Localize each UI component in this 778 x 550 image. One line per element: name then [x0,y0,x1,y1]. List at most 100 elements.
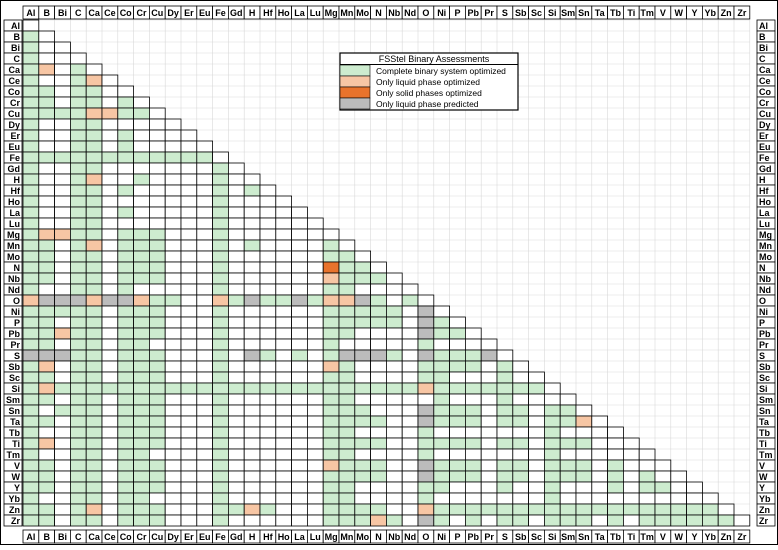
bottom-label-Mo: Mo [356,532,369,542]
cell-Y-Mn [338,481,356,494]
cell-Pr-La [291,338,308,351]
right-label-B: B [759,32,766,42]
cell-Sn-Si [544,404,561,417]
cell-Zr-Zn [717,514,735,527]
cell-Dy-Bi [54,118,71,131]
cell-Ho-Cr [133,195,150,208]
cell-V-H [243,459,261,472]
cell-Cu-B [38,107,55,120]
cell-Ti-Nd [401,437,419,450]
bottom-label-Ti: Ti [627,532,635,542]
cell-Mg-Er [180,228,198,241]
bottom-label-C: C [75,532,82,542]
cell-Er-Ca [85,129,103,142]
cell-Si-Mn [338,382,356,395]
left-label-Ce: Ce [8,76,20,86]
bottom-label-Yb: Yb [705,532,717,542]
cell-Y-P [449,481,466,494]
cell-Y-W [670,481,687,494]
cell-Tb-B [38,426,55,439]
cell-Sn-Gd [227,404,245,417]
cell-Nd-Mg [322,283,340,296]
cell-Y-Pb [464,481,482,494]
cell-W-Ho [275,470,292,483]
top-label-Ca: Ca [88,8,100,18]
right-label-Tm: Tm [759,450,773,460]
cell-Ti-S [496,437,514,450]
cell-La-Bi [54,206,71,219]
cell-Ho-Er [180,195,198,208]
cell-Er-Er [180,129,198,142]
cell-Tb-Gd [227,426,245,439]
cell-Fe-Fe [212,151,229,164]
cell-Eu-Ce [101,140,119,153]
cell-Lu-B [38,217,55,230]
bottom-header-cell [733,529,751,544]
cell-Sm-Dy [164,393,182,406]
cell-Tm-Lu [306,448,324,461]
left-label-Sc: Sc [9,373,20,383]
cell-Nb-Mo [354,272,371,285]
top-label-Fe: Fe [215,8,226,18]
cell-Tm-Tb [607,448,624,461]
cell-Ni-Fe [212,305,229,318]
cell-W-Mg [322,470,340,483]
bottom-label-Cr: Cr [136,532,146,542]
cell-V-Eu [196,459,214,472]
cell-Sn-La [291,404,308,417]
cell-Fe-Cu [148,151,166,164]
cell-S-Dy [164,349,182,362]
cell-Cu-Ca [85,107,103,120]
cell-Tb-Ce [101,426,119,439]
cell-Gd-Al [22,162,40,175]
cell-Sm-Hf [259,393,277,406]
cell-H-Eu [196,173,214,186]
cell-Lu-Er [180,217,198,230]
cell-Ta-Ca [85,415,103,428]
cell-Ni-Dy [164,305,182,318]
cell-Zn-Sm [559,503,577,516]
cell-Nb-Er [180,272,198,285]
cell-O-Dy [164,294,182,307]
cell-Sb-Fe [212,360,229,373]
cell-Zn-Eu [196,503,214,516]
cell-C-Bi [54,52,71,65]
cell-Tb-Cr [133,426,150,439]
top-label-Ce: Ce [104,8,116,18]
cell-Mo-Ho [275,250,292,263]
cell-Ni-Er [180,305,198,318]
cell-Yb-Sb [512,492,529,505]
right-label-Sn: Sn [759,406,771,416]
cell-Ti-Mg [322,437,340,450]
cell-Tm-O [417,448,435,461]
bottom-label-Si: Si [548,532,557,542]
cell-O-Gd [227,294,245,307]
cell-Pr-Co [117,338,135,351]
cell-Nb-Nb [385,272,403,285]
right-label-Cu: Cu [759,109,771,119]
cell-S-Mg [322,349,340,362]
cell-Ti-Lu [306,437,324,450]
cell-Sn-Mn [338,404,356,417]
cell-N-Ce [101,261,119,274]
cell-P-Nd [401,316,419,329]
cell-Sm-Sb [512,393,529,406]
cell-Mo-Fe [212,250,229,263]
cell-Gd-B [38,162,55,175]
cell-Tb-Dy [164,426,182,439]
cell-Sb-Er [180,360,198,373]
cell-Pr-O [417,338,435,351]
cell-Y-V [654,481,672,494]
cell-Nd-Er [180,283,198,296]
cell-Nb-Ca [85,272,103,285]
cell-Ta-Ta [591,415,608,428]
cell-Fe-Dy [164,151,182,164]
cell-Ti-Mo [354,437,371,450]
cell-O-Ca [85,294,103,307]
cell-Zn-Sb [512,503,529,516]
cell-Sn-Dy [164,404,182,417]
cell-Si-N [370,382,387,395]
cell-Sn-Sb [512,404,529,417]
cell-Ta-Er [180,415,198,428]
cell-Sc-Fe [212,371,229,384]
